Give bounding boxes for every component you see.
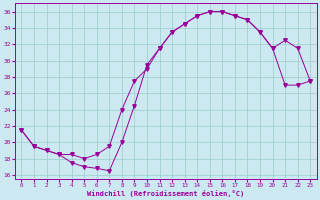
X-axis label: Windchill (Refroidissement éolien,°C): Windchill (Refroidissement éolien,°C)	[87, 190, 244, 197]
